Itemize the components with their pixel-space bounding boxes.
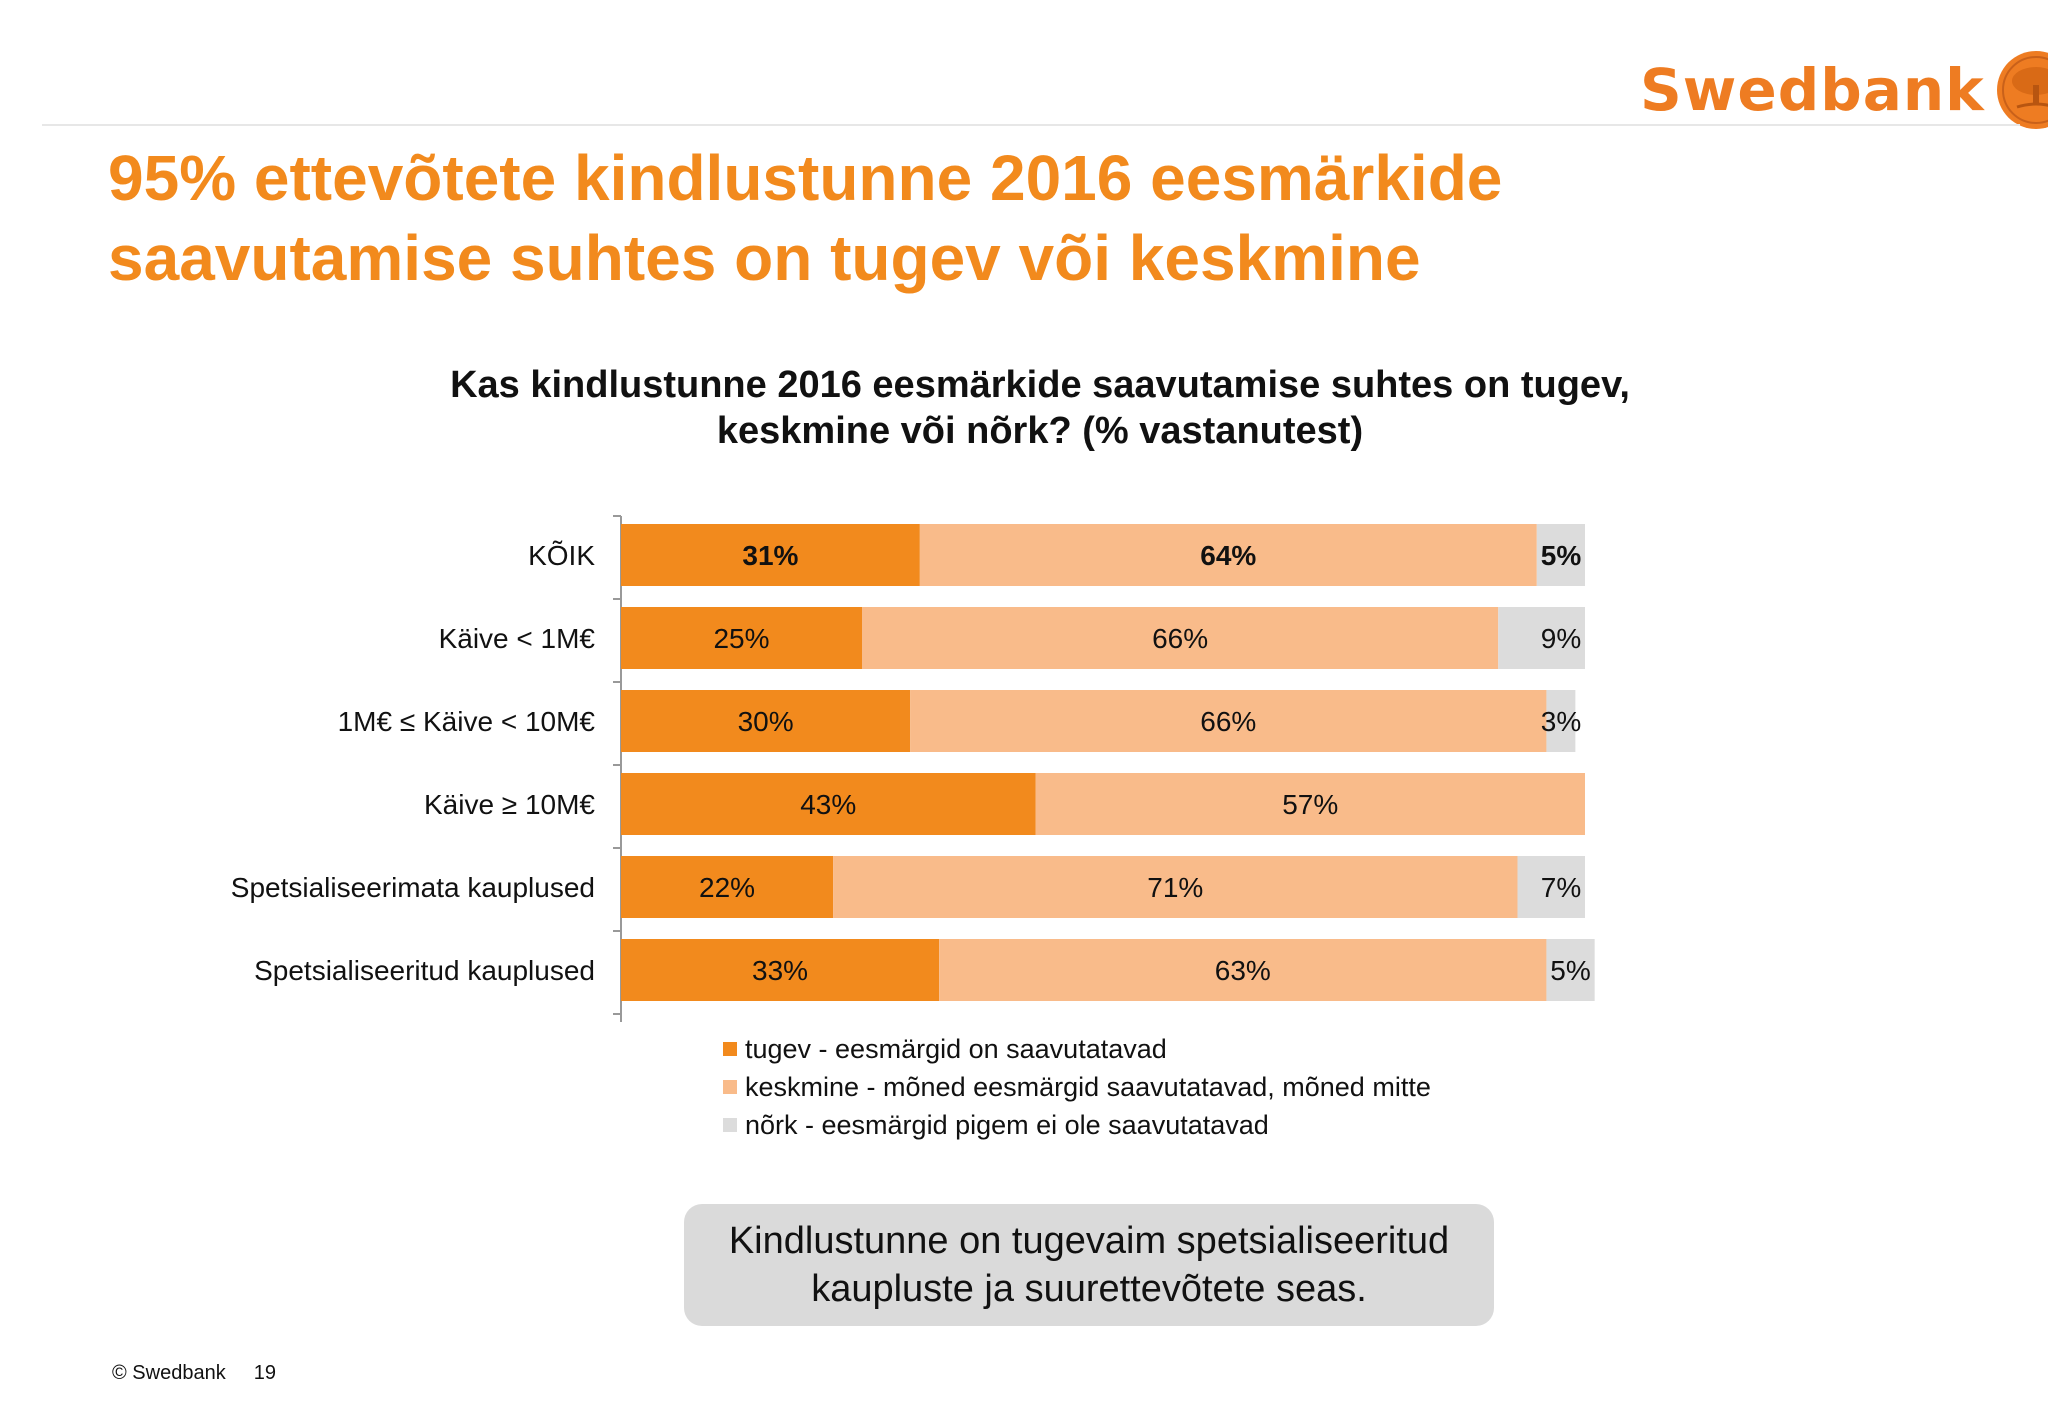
bar-segment — [1517, 856, 1585, 918]
legend-label: tugev - eesmärgid on saavutatavad — [745, 1034, 1167, 1064]
category-label: Käive < 1M€ — [439, 623, 596, 654]
bar-segment — [621, 939, 940, 1001]
legend-label: keskmine - mõned eesmärgid saavutatavad,… — [745, 1072, 1431, 1102]
oak-tree-seal-icon — [1996, 51, 2048, 129]
data-label: 5% — [1550, 955, 1590, 986]
header-divider — [42, 124, 2020, 126]
swedbank-logo: Swedbank — [1640, 40, 2048, 140]
copyright: © Swedbank — [112, 1362, 226, 1384]
data-label: 5% — [1541, 540, 1582, 571]
bar-segment — [833, 856, 1518, 918]
bar-segment — [919, 524, 1537, 586]
bar-segment — [621, 524, 920, 586]
legend-swatch — [723, 1080, 737, 1094]
page-number: 19 — [253, 1362, 276, 1384]
page-title: 95% ettevõtete kindlustunne 2016 eesmärk… — [108, 142, 1503, 294]
bar-segment — [1536, 524, 1585, 586]
bar-segment — [862, 607, 1499, 669]
bar-segment — [621, 773, 1036, 835]
callout-box: Kindlustunne on tugevaim spetsialiseerit… — [684, 1204, 1494, 1326]
data-label: 63% — [1215, 955, 1271, 986]
category-label: Spetsialiseeritud kauplused — [254, 955, 595, 986]
chart-title: Kas kindlustunne 2016 eesmärkide saavuta… — [450, 364, 1630, 452]
bar-segment — [1546, 939, 1595, 1001]
data-label: 31% — [742, 540, 798, 571]
data-label: 25% — [713, 623, 769, 654]
data-label: 9% — [1541, 623, 1581, 654]
bar-segment — [939, 939, 1547, 1001]
category-label: KÕIK — [528, 540, 595, 571]
bar-segment — [1498, 607, 1585, 669]
legend-label: nõrk - eesmärgid pigem ei ole saavutatav… — [745, 1110, 1269, 1140]
data-label: 33% — [752, 955, 808, 986]
data-label: 7% — [1541, 872, 1581, 903]
category-label: Käive ≥ 10M€ — [424, 789, 595, 820]
category-label: 1M€ ≤ Käive < 10M€ — [338, 706, 596, 737]
bar-segment — [621, 856, 834, 918]
data-label: 64% — [1200, 540, 1256, 571]
data-label: 22% — [699, 872, 755, 903]
data-label: 66% — [1200, 706, 1256, 737]
legend-swatch — [723, 1118, 737, 1132]
logo-text: Swedbank — [1640, 56, 1985, 124]
bar-segment — [621, 607, 862, 669]
data-label: 43% — [800, 789, 856, 820]
footer: © Swedbank 19 — [112, 1362, 276, 1385]
bar-segment — [910, 690, 1547, 752]
bar-segment — [621, 690, 911, 752]
data-label: 30% — [738, 706, 794, 737]
category-label: Spetsialiseerimata kauplused — [231, 872, 595, 903]
legend-swatch — [723, 1042, 737, 1056]
bar-segment — [1035, 773, 1585, 835]
data-label: 3% — [1541, 706, 1581, 737]
bar-segment — [1546, 690, 1576, 752]
stacked-bar-chart: KÕIK 31% 64% 5% Käive < 1M€ 25% 66% 9% 1M€ ≤ Käi… — [231, 515, 1595, 1140]
data-label: 66% — [1152, 623, 1208, 654]
data-label: 57% — [1282, 789, 1338, 820]
data-label: 71% — [1147, 872, 1203, 903]
